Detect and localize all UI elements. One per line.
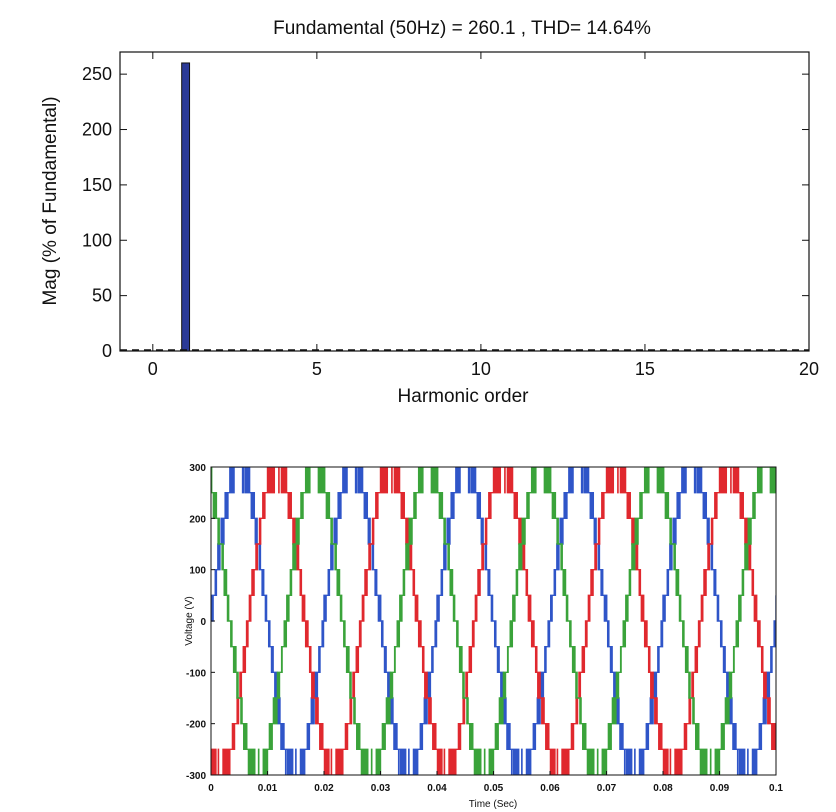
chart2-x-tick-label: 0.1	[769, 783, 783, 794]
chart1-x-tick-label: 10	[471, 359, 491, 379]
chart2-x-tick-label: 0.01	[258, 783, 278, 794]
chart1-title: Fundamental (50Hz) = 260.1 , THD= 14.64%	[273, 18, 651, 39]
chart2-y-tick-label: 200	[189, 514, 206, 525]
chart2-x-tick-label: 0.06	[540, 783, 560, 794]
chart1-x-tick-label: 20	[799, 359, 819, 379]
chart2-x-tick-label: 0.07	[597, 783, 617, 794]
chart1-y-tick-label: 200	[82, 120, 112, 140]
chart2-phase-line-2	[211, 467, 776, 775]
chart2-x-tick-label: 0.02	[314, 783, 334, 794]
chart1-y-tick-label: 50	[92, 286, 112, 306]
chart2-y-axis-label: Voltage (V)	[184, 596, 195, 645]
chart2-phase-line-1	[211, 467, 776, 775]
chart1-bar-harmonic-1	[181, 62, 191, 352]
chart2-phase-line-3	[211, 467, 776, 775]
chart1-plot-frame	[119, 51, 810, 352]
chart2-x-tick-label: 0.04	[427, 783, 447, 794]
chart2-x-tick-label: 0.05	[484, 783, 504, 794]
chart1-y-axis-label: Mag (% of Fundamental)	[40, 96, 61, 305]
chart1-x-tick-label: 5	[312, 359, 322, 379]
chart2-y-tick-label: -200	[186, 720, 206, 731]
chart2-x-tick-label: 0.09	[710, 783, 730, 794]
chart1-y-tick-label: 100	[82, 230, 112, 250]
chart1-y-tick-label: 0	[102, 341, 112, 361]
harmonic-spectrum-chart: Fundamental (50Hz) = 260.1 , THD= 14.64%…	[40, 18, 819, 407]
chart1-x-axis-label: Harmonic order	[398, 386, 530, 407]
chart1-x-tick-label: 15	[635, 359, 655, 379]
chart2-y-tick-label: 100	[189, 566, 206, 577]
chart2-y-tick-label: 300	[189, 463, 206, 474]
chart2-x-tick-label: 0	[208, 783, 214, 794]
chart1-x-tick-label: 0	[148, 359, 158, 379]
chart2-x-tick-label: 0.03	[371, 783, 391, 794]
chart2-y-tick-label: 0	[200, 617, 206, 628]
chart2-x-tick-label: 0.08	[653, 783, 673, 794]
chart2-y-tick-label: -300	[186, 771, 206, 782]
voltage-waveform-chart: 0 0.01 0.02 0.03 0.04 0.05 0.06 0.07 0.08 0.09 0.1…	[184, 463, 783, 810]
chart1-y-tick-label: 250	[82, 64, 112, 84]
chart2-x-axis-label: Time (Sec)	[469, 799, 518, 810]
chart1-y-tick-label: 150	[82, 175, 112, 195]
chart2-y-tick-label: -100	[186, 668, 206, 679]
